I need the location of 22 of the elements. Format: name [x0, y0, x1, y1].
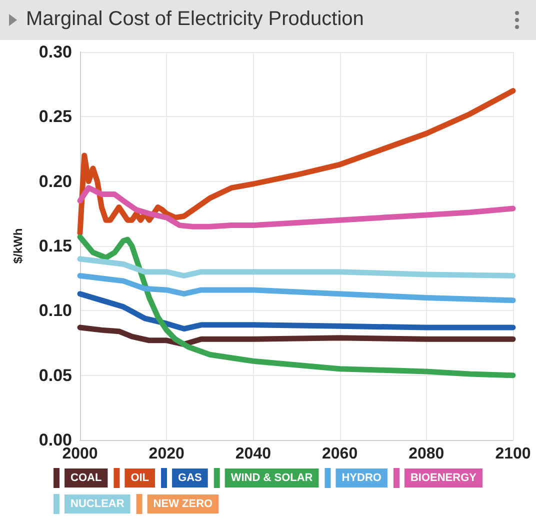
- x-tick-label: 2000: [62, 446, 98, 462]
- y-tick-label: 0.30: [38, 42, 72, 62]
- y-axis-title: $/kWh: [11, 228, 25, 264]
- y-tick-label: 0.05: [38, 366, 72, 385]
- y-tick-label: 0.10: [38, 301, 72, 320]
- legend-label: HYDRO: [342, 472, 382, 484]
- x-tick-label: 2040: [235, 446, 272, 462]
- x-tick-label: 2060: [322, 446, 358, 462]
- legend-label: COAL: [70, 472, 102, 484]
- legend-label: OIL: [130, 472, 150, 484]
- legend-label: GAS: [178, 472, 202, 484]
- legend-label: NEW ZERO: [153, 498, 214, 510]
- x-tick-label: 2100: [495, 446, 531, 462]
- x-tick-label: 2020: [148, 446, 184, 462]
- legend-label: WIND & SOLAR: [230, 472, 313, 484]
- legend-label: BIOENERGY: [410, 472, 478, 484]
- x-tick-label: 2080: [408, 446, 444, 462]
- y-tick-label: 0.15: [38, 236, 72, 256]
- chart-title: Marginal Cost of Electricity Production: [26, 8, 364, 31]
- y-tick-label: 0.20: [38, 172, 72, 191]
- legend-label: NUCLEAR: [70, 498, 124, 510]
- y-tick-label: 0.25: [38, 107, 72, 126]
